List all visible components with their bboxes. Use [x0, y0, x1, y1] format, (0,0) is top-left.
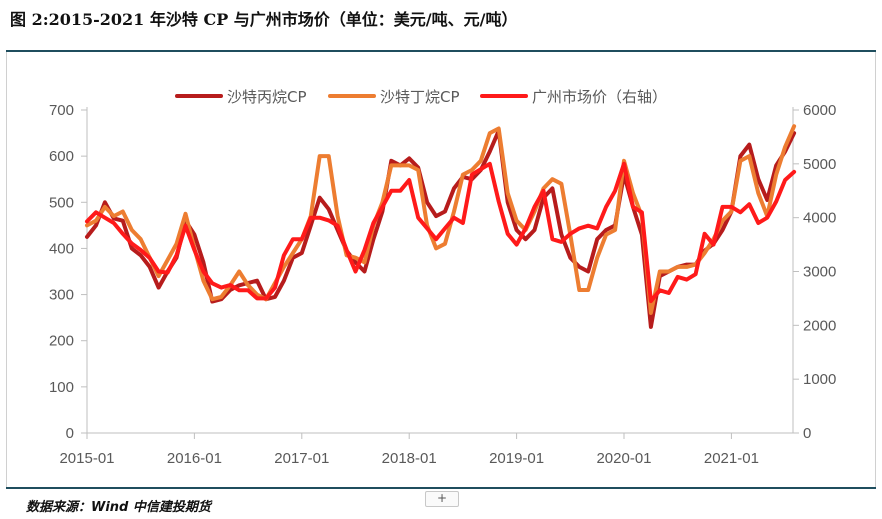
y-right-tick-label: 5000 — [803, 156, 836, 173]
y-left-tick-label: 400 — [49, 240, 74, 257]
chart-frame — [6, 52, 876, 487]
expand-button[interactable]: + — [425, 491, 459, 507]
series-line-1 — [85, 128, 797, 329]
y-right-tick-label: 3000 — [803, 264, 836, 281]
series-line-3 — [85, 161, 797, 304]
x-tick-label: 2020-01 — [596, 450, 651, 467]
axes-group: 0 100 200 300 400 500 600 700 0 1000 2000 3000 4000 5… — [49, 102, 836, 467]
source-note: 数据来源：Wind 中信建投期货 — [26, 500, 211, 515]
legend-label-2: 沙特丁烷CP — [380, 88, 460, 106]
legend: 沙特丙烷CP 沙特丁烷CP 广州市场价（右轴） — [175, 88, 667, 106]
y-left-tick-label: 0 — [66, 425, 74, 442]
x-tick-label: 2017-01 — [274, 450, 329, 467]
footer-rule — [6, 487, 876, 489]
y-left-tick-label: 200 — [49, 333, 74, 350]
legend-label-1: 沙特丙烷CP — [227, 88, 307, 106]
y-right-tick-label: 6000 — [803, 102, 836, 119]
legend-label-3: 广州市场价（右轴） — [532, 88, 667, 106]
x-tick-label: 2019-01 — [489, 450, 544, 467]
y-right-tick-label: 1000 — [803, 371, 836, 388]
x-tick-label: 2018-01 — [382, 450, 437, 467]
y-left-tick-label: 100 — [49, 379, 74, 396]
chart-title: 图 2:2015-2021 年沙特 CP 与广州市场价（单位：美元/吨、元/吨） — [10, 10, 518, 29]
series-line-2 — [85, 124, 797, 315]
y-left-tick-label: 300 — [49, 287, 74, 304]
y-left-tick-label: 700 — [49, 102, 74, 119]
series-group — [85, 124, 797, 329]
y-right-tick-label: 2000 — [803, 317, 836, 334]
x-tick-label: 2015-01 — [59, 450, 114, 467]
x-tick-label: 2016-01 — [167, 450, 222, 467]
y-right-tick-label: 0 — [803, 425, 811, 442]
x-tick-label: 2021-01 — [704, 450, 759, 467]
header-rule — [6, 50, 876, 52]
y-right-tick-label: 4000 — [803, 210, 836, 227]
y-left-tick-label: 500 — [49, 194, 74, 211]
y-left-tick-label: 600 — [49, 148, 74, 165]
